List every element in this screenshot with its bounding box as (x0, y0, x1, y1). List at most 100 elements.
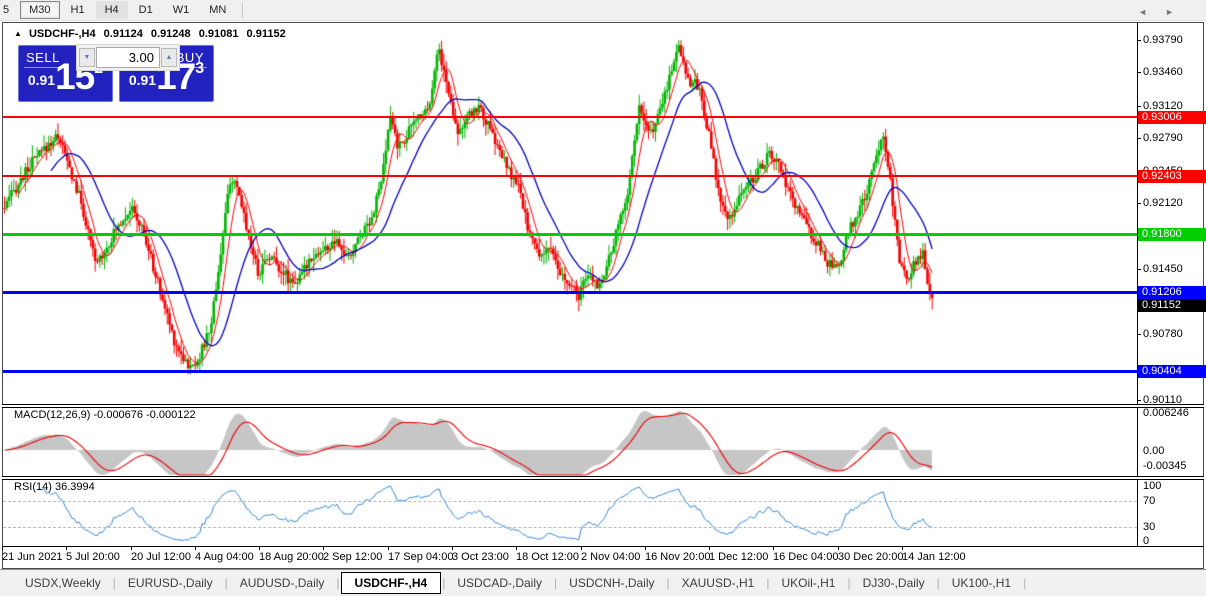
collapse-triangle-icon[interactable]: ▲ (14, 29, 22, 38)
price-tick-mark (1137, 106, 1141, 107)
date-tick-mark (645, 547, 646, 550)
chart-title: ▲ USDCHF-,H4 0.91124 0.91248 0.91081 0.9… (14, 28, 286, 40)
date-tick-mark (388, 547, 389, 550)
price-tick-label: 0.93460 (1143, 66, 1183, 78)
ohlc-high: 0.91248 (150, 28, 191, 40)
date-label: 3 Oct 23:00 (452, 551, 509, 563)
date-tick-mark (709, 547, 710, 550)
date-label: 2 Sep 12:00 (323, 551, 383, 563)
chart-tab-usdx-weekly[interactable]: USDX,Weekly (25, 576, 101, 590)
one-click-trade-panel: SELL 0.91152 BUY 0.91173 ▼ 3.00 ▲ (18, 44, 214, 102)
price-tick-mark (1137, 269, 1141, 270)
macd-pane-separator[interactable] (2, 404, 1204, 408)
date-tick-mark (581, 547, 582, 550)
chart-tab-usdchf-h4[interactable]: USDCHF-,H4 (340, 572, 442, 594)
price-badge-0.91152: 0.91152 (1138, 299, 1206, 312)
chart-symbol-label: USDCHF-,H4 (28, 28, 96, 40)
date-label: 20 Jul 12:00 (131, 551, 191, 563)
date-label: 16 Nov 20:00 (645, 551, 711, 563)
date-label: 14 Jan 12:00 (902, 551, 966, 563)
date-tick-mark (2, 547, 3, 550)
rsi-value: 36.3994 (54, 481, 95, 493)
date-label: 16 Dec 04:00 (773, 551, 839, 563)
date-label: 21 Jun 2021 (2, 551, 63, 563)
sell-underline (24, 67, 64, 68)
date-label: 17 Sep 04:00 (388, 551, 454, 563)
macd-axis-label: -0.00345 (1143, 460, 1187, 472)
buy-label: BUY (175, 50, 204, 65)
tab-separator: | (224, 576, 228, 590)
price-badge-0.93006: 0.93006 (1138, 111, 1206, 124)
date-tick-mark (452, 547, 453, 550)
chart-tab-usdcnh-daily[interactable]: USDCNH-,Daily (569, 576, 655, 590)
price-tick-label: 0.90110 (1143, 394, 1182, 406)
price-tick-label: 0.92790 (1143, 132, 1183, 144)
chart-tab-uk100-h1[interactable]: UK100-,H1 (951, 576, 1012, 590)
price-badge-0.90404: 0.90404 (1138, 365, 1206, 378)
bid-prefix: 0.91 (27, 72, 56, 88)
price-tick-mark (1137, 138, 1141, 139)
tab-separator: | (766, 576, 770, 590)
horizontal-level-line[interactable] (3, 370, 1137, 373)
volume-decrease-button[interactable]: ▼ (79, 48, 95, 67)
price-tick-label: 0.93790 (1143, 34, 1183, 46)
sell-label: SELL (26, 50, 60, 65)
macd-main-value: -0.000676 (93, 409, 144, 421)
price-tick-label: 0.93120 (1143, 100, 1183, 112)
price-tick-mark (1137, 72, 1141, 73)
date-label: 1 Dec 12:00 (709, 551, 769, 563)
price-axis-line (1137, 23, 1138, 547)
rsi-axis-label: 30 (1143, 521, 1156, 533)
macd-label: MACD(12,26,9) -0.000676 -0.000122 (14, 409, 196, 421)
ask-pipette: 3 (195, 60, 205, 77)
price-tick-label: 0.92120 (1143, 197, 1183, 209)
tab-separator: | (442, 576, 446, 590)
volume-input[interactable]: 3.00 (96, 47, 160, 68)
date-tick-mark (66, 547, 67, 550)
rsi-axis-label: 100 (1143, 480, 1162, 492)
rsi-label: RSI(14) 36.3994 (14, 481, 95, 493)
tab-separator: | (847, 576, 851, 590)
date-label: 18 Aug 20:00 (259, 551, 324, 563)
macd-axis-label: 0.006246 (1143, 407, 1189, 419)
chart-tab-dj30-daily[interactable]: DJ30-,Daily (862, 576, 925, 590)
chart-tab-usdcad-daily[interactable]: USDCAD-,Daily (457, 576, 543, 590)
horizontal-level-line[interactable] (3, 291, 1137, 294)
rsi-level-dashed-line (3, 527, 1137, 528)
date-tick-mark (773, 547, 774, 550)
date-label: 4 Aug 04:00 (195, 551, 254, 563)
horizontal-level-line[interactable] (3, 116, 1137, 118)
chart-tab-audusd-daily[interactable]: AUDUSD-,Daily (239, 576, 325, 590)
tab-separator: | (554, 576, 558, 590)
price-tick-mark (1137, 203, 1141, 204)
tab-separator: | (1023, 576, 1027, 590)
price-tick-label: 0.90780 (1143, 328, 1183, 340)
tab-separator: | (336, 576, 340, 590)
tab-separator: | (666, 576, 670, 590)
price-badge-0.91800: 0.91800 (1138, 228, 1206, 241)
chart-tab-ukoil-h1[interactable]: UKOil-,H1 (781, 576, 836, 590)
macd-signal-value: -0.000122 (146, 409, 196, 421)
date-tick-mark (902, 547, 903, 550)
ask-prefix: 0.91 (128, 72, 157, 88)
buy-underline (167, 67, 207, 68)
chart-tab-xauusd-h1[interactable]: XAUUSD-,H1 (681, 576, 755, 590)
date-label: 18 Oct 12:00 (516, 551, 579, 563)
macd-name: MACD(12,26,9) (14, 409, 91, 421)
tab-separator: | (936, 576, 940, 590)
price-badge-0.92403: 0.92403 (1138, 170, 1206, 183)
date-tick-mark (516, 547, 517, 550)
price-tick-mark (1137, 400, 1141, 401)
date-tick-mark (259, 547, 260, 550)
rsi-level-dashed-line (3, 501, 1137, 502)
rsi-pane-separator[interactable] (2, 476, 1204, 480)
horizontal-level-line[interactable] (3, 175, 1137, 177)
chart-tab-eurusd-daily[interactable]: EURUSD-,Daily (127, 576, 213, 590)
price-tick-label: 0.91450 (1143, 263, 1183, 275)
volume-increase-button[interactable]: ▲ (161, 48, 177, 67)
tab-separator: | (112, 576, 116, 590)
chart-tab-bar: USDX,Weekly | EURUSD-,Daily | AUDUSD-,Daily |… (0, 569, 1206, 596)
horizontal-level-line[interactable] (3, 233, 1137, 236)
date-tick-mark (195, 547, 196, 550)
